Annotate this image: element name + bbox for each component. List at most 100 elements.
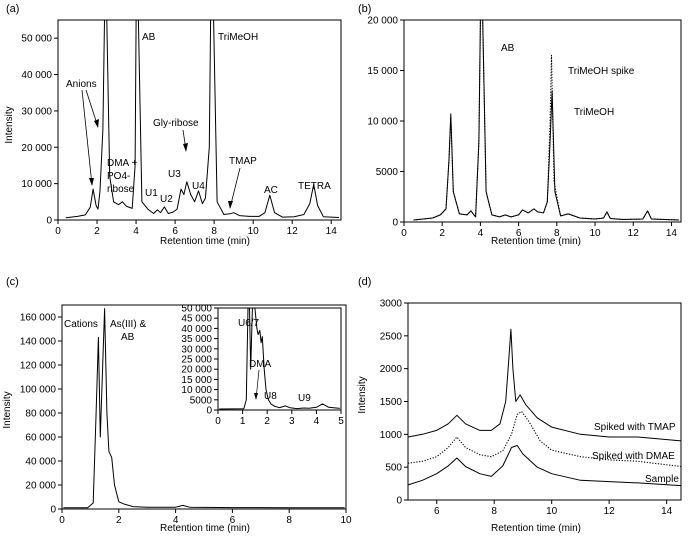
- inset-y-tick-label: 35 000: [181, 334, 212, 345]
- panel-c-x-tick-label: 8: [286, 515, 292, 526]
- label-ac: AC: [264, 185, 278, 196]
- axis-title-x-d: Retention time (min): [491, 523, 581, 534]
- panel-a-series-line-1: [65, 19, 340, 219]
- panel-b-y-tick-label: 0: [392, 218, 398, 229]
- label-po4: PO4-: [107, 171, 130, 182]
- label-dma: DMA +: [107, 158, 137, 169]
- panel-b: 0 2 4 6 8 10 12 14 0 5000 10 000 15 000 20 000: [367, 16, 682, 239]
- arrowhead-anions-2: [94, 119, 99, 128]
- panel-c-y-tick-label: 40 000: [25, 457, 56, 468]
- panel-b-x-tick-label: 14: [666, 228, 678, 239]
- label-gly-ribose: Gly-ribose: [153, 118, 199, 129]
- label-trimeoh-spike: TriMeOH spike: [568, 66, 635, 77]
- panel-c-x-tick-label: 6: [230, 515, 236, 526]
- panel-b-x-tick-label: 4: [478, 228, 484, 239]
- panel-a-y-tick-label: 20 000: [21, 143, 52, 154]
- label-ab-a: AB: [142, 32, 156, 43]
- arrowhead-anions-1: [89, 178, 94, 186]
- panel-d-series-line-1: [407, 328, 682, 442]
- panel-d-y-tick-label: 0: [396, 496, 402, 507]
- panel-b-x-tick-label: 0: [401, 228, 407, 239]
- panel-d-y-tick-label: 1000: [380, 430, 403, 441]
- panel-a-x-tick-label: 4: [133, 226, 139, 237]
- inset-y-tick-label: 20 000: [181, 365, 212, 376]
- panel-a-x-tick-label: 8: [211, 226, 217, 237]
- panel-a-y-tick-label: 0: [46, 216, 52, 227]
- panel-label-b: (b): [358, 3, 371, 15]
- label-u9: U9: [298, 393, 311, 404]
- panel-d-y-tick-label: 1500: [380, 397, 403, 408]
- label-tmap: TMAP: [229, 156, 257, 167]
- panel-label-c: (c): [6, 276, 19, 288]
- label-tetra: TETRA: [298, 181, 331, 192]
- panel-a-plot-frame: [57, 19, 342, 221]
- panel-c-y-tick-label: 160 000: [20, 313, 57, 324]
- panel-c-x-tick-label: 10: [340, 515, 352, 526]
- inset-y-tick-label: 50 000: [181, 304, 212, 315]
- panel-a-x-tick-label: 12: [287, 226, 299, 237]
- panel-c-y-tick-label: 140 000: [20, 337, 57, 348]
- inset-y-tick-label: 25 000: [181, 355, 212, 366]
- panel-c-y-tick-label: 80 000: [25, 409, 56, 420]
- panel-b-y-tick-label: 15 000: [367, 66, 398, 77]
- label-u67: U6/7: [238, 318, 260, 329]
- label-u8: U8: [264, 391, 277, 402]
- panel-a-x-tick-label: 14: [326, 226, 338, 237]
- panel-d-y-tick-label: 2000: [380, 364, 403, 375]
- arrowhead-tmap: [228, 201, 233, 209]
- label-u2: U2: [160, 194, 173, 205]
- panel-b-x-tick-label: 8: [554, 228, 560, 239]
- inset-x-tick-label: 2: [264, 416, 270, 427]
- panel-a: 0 2 4 6 8 10 12 14 0 10 000 20 000 30 000 40 000 50 0…: [21, 19, 342, 237]
- axis-title-y-d: Intensity: [357, 376, 368, 413]
- panel-a-x-tick-label: 0: [55, 226, 61, 237]
- panel-c-y-tick-label: 120 000: [20, 361, 57, 372]
- label-cations: Cations: [64, 319, 98, 330]
- label-u3: U3: [168, 169, 181, 180]
- panel-d-series-line-2: [407, 410, 682, 468]
- inset-y-tick-label: 10 000: [181, 385, 212, 396]
- arrowhead-gly-ribose: [183, 143, 188, 152]
- inset-x-tick-label: 4: [314, 416, 320, 427]
- panel-b-y-tick-label: 20 000: [367, 16, 398, 27]
- panel-d-series-line-3: [407, 445, 682, 487]
- panel-d-x-tick-label: 10: [546, 506, 558, 517]
- panel-a-y-tick-label: 50 000: [21, 34, 52, 45]
- panel-c-x-tick-label: 2: [116, 515, 122, 526]
- label-trimeoh-b: TriMeOH: [574, 107, 614, 118]
- inset-y-tick-label: 40 000: [181, 324, 212, 335]
- panel-a-y-tick-label: 30 000: [21, 106, 52, 117]
- panel-label-a: (a): [6, 3, 19, 15]
- panel-label-d: (d): [358, 276, 371, 288]
- panel-b-series-line-2: [413, 19, 680, 221]
- panel-c-x-tick-label: 4: [173, 515, 179, 526]
- axis-title-y-a: Intensity: [4, 106, 15, 143]
- inset-y-tick-label: 45 000: [181, 314, 212, 325]
- inset-y-tick-label: 15 000: [181, 375, 212, 386]
- label-u1: U1: [145, 188, 158, 199]
- inset-plot-frame: [217, 307, 342, 411]
- panel-b-y-tick-label: 10 000: [367, 117, 398, 128]
- inset-y-tick-label: 0: [206, 406, 212, 417]
- panel-d-x-tick-label: 6: [434, 506, 440, 517]
- panel-b-plot-frame: [403, 19, 682, 223]
- inset-x-tick-label: 5: [338, 416, 344, 427]
- panel-d-x-tick-label: 14: [661, 506, 673, 517]
- axis-title-x-c: Retention time (min): [160, 523, 250, 534]
- inset-y-tick-label: 5000: [190, 395, 213, 406]
- label-ab-b: AB: [501, 43, 515, 54]
- panel-c-y-tick-label: 20 000: [25, 481, 56, 492]
- panel-b-x-tick-label: 6: [516, 228, 522, 239]
- inset-y-tick-label: 30 000: [181, 344, 212, 355]
- panel-b-x-tick-label: 10: [589, 228, 601, 239]
- arrow-anions-1: [81, 89, 93, 186]
- panel-d-plot-frame: [407, 302, 682, 501]
- panel-b-y-tick-label: 5000: [376, 167, 399, 178]
- axis-title-x-b: Retention time (min): [491, 236, 581, 247]
- label-u4: U4: [192, 181, 205, 192]
- panel-d-x-tick-label: 8: [491, 506, 497, 517]
- panel-a-y-tick-label: 40 000: [21, 70, 52, 81]
